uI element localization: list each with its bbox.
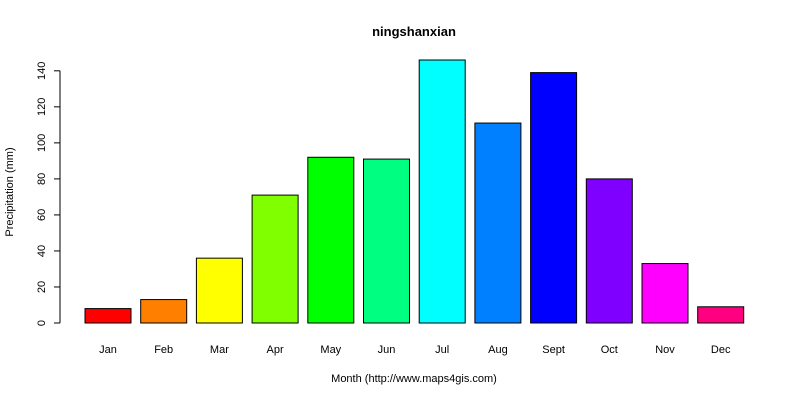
x-tick-label: May bbox=[320, 344, 341, 356]
x-tick-label: Dec bbox=[711, 344, 731, 356]
bar-jun bbox=[363, 158, 410, 324]
y-tick-label: 140 bbox=[36, 62, 48, 80]
bar-oct bbox=[585, 178, 633, 324]
bar-nov bbox=[641, 263, 689, 324]
x-tick-label: Apr bbox=[267, 344, 284, 356]
bar-apr bbox=[251, 194, 299, 324]
bars bbox=[84, 59, 745, 324]
x-axis-label: Month (http://www.maps4gis.com) bbox=[331, 373, 497, 385]
y-tick-label: 0 bbox=[36, 320, 48, 326]
x-tick-label: Feb bbox=[154, 344, 173, 356]
y-tick-label: 80 bbox=[36, 173, 48, 185]
y-tick-label: 40 bbox=[36, 245, 48, 257]
x-tick-label: Jan bbox=[99, 344, 117, 356]
x-tick-label: Oct bbox=[601, 344, 618, 356]
bar-dec bbox=[697, 306, 745, 324]
x-tick-label: Jun bbox=[378, 344, 396, 356]
bar-mar bbox=[195, 257, 243, 324]
y-axis: 0 20 40 60 80 100 120 140 bbox=[36, 62, 61, 326]
bar-feb bbox=[140, 299, 188, 324]
x-axis-tick-labels: Jan Feb Mar Apr May Jun Jul Aug Sept Oct Nov Dec bbox=[99, 344, 731, 356]
bar-sept bbox=[530, 72, 578, 324]
y-axis-label: Precipitation (mm) bbox=[4, 147, 16, 236]
y-tick-label: 60 bbox=[36, 209, 48, 221]
y-tick-label: 120 bbox=[36, 98, 48, 116]
x-tick-label: Sept bbox=[542, 344, 565, 356]
y-tick-label: 20 bbox=[36, 281, 48, 293]
bar-may bbox=[307, 156, 355, 324]
x-tick-label: Nov bbox=[655, 344, 675, 356]
bar-jan bbox=[84, 308, 132, 324]
y-tick-label: 100 bbox=[36, 134, 48, 152]
x-tick-label: Jul bbox=[435, 344, 449, 356]
chart-title: ningshanxian bbox=[372, 24, 456, 39]
x-tick-label: Aug bbox=[488, 344, 508, 356]
bar-jul bbox=[418, 59, 466, 324]
bar-aug bbox=[474, 122, 522, 324]
x-tick-label: Mar bbox=[210, 344, 229, 356]
